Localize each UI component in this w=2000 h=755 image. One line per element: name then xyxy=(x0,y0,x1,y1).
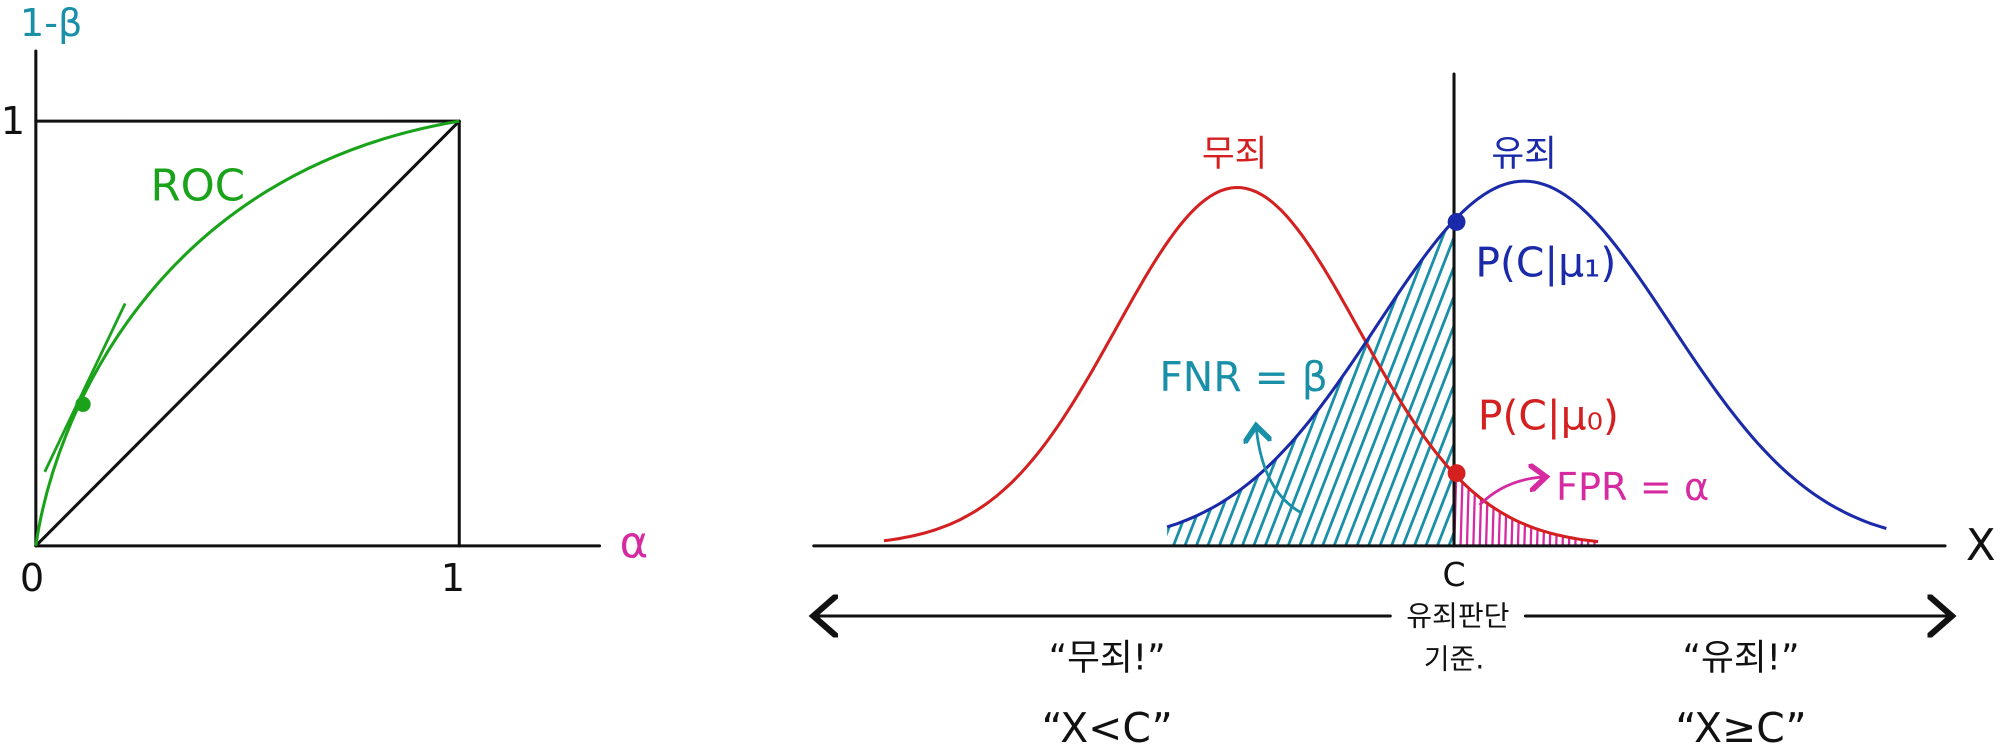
x-axis-label: X xyxy=(1966,521,1996,571)
hatch-line xyxy=(1318,221,1455,546)
roc-point xyxy=(75,396,91,412)
null-label: 무죄 xyxy=(1202,134,1268,175)
distribution-panel: 무죄 유죄 P(C|μ₁) P(C|μ₀) FNR = β FPR = α X … xyxy=(814,72,1996,752)
null-density-point xyxy=(1447,464,1466,483)
x-axis-label: α xyxy=(620,518,649,568)
fnr-label: FNR = β xyxy=(1159,353,1328,401)
null-density-label: P(C|μ₀) xyxy=(1478,391,1619,439)
decision-rule: “X<C” xyxy=(1041,704,1172,752)
y-axis-label: 1-β xyxy=(20,1,83,46)
origin-label: 0 xyxy=(20,556,44,601)
fpr-label: FPR = α xyxy=(1556,465,1709,510)
curve-label: ROC xyxy=(151,161,246,211)
decision-verdict: “무죄!” xyxy=(1049,637,1166,678)
hatch-line xyxy=(1376,221,1455,546)
hatch-line xyxy=(1422,221,1455,546)
y-tick-label: 1 xyxy=(1,99,25,144)
fnr-arrow xyxy=(1256,429,1302,514)
x-tick-label: 1 xyxy=(441,556,465,601)
cutoff-label: C xyxy=(1442,555,1465,594)
hatch-line xyxy=(1454,474,1466,546)
roc-panel: 1-β 1 0 1 α ROC xyxy=(1,1,649,601)
fpr-arrow xyxy=(1478,477,1544,507)
hatch-line xyxy=(1387,221,1455,546)
hatch-line xyxy=(1330,221,1455,546)
roc-curve xyxy=(34,119,460,547)
criterion-line: 유죄판단 xyxy=(1406,599,1509,632)
hatch-line xyxy=(1364,221,1455,546)
criterion-line: 기준. xyxy=(1424,643,1485,676)
hatch-line xyxy=(1353,221,1455,546)
hatch-line xyxy=(1459,474,1472,546)
tangent-line xyxy=(43,302,127,473)
decision-rule: “X≥C” xyxy=(1675,704,1806,752)
hatch-line xyxy=(1307,221,1451,546)
alt-label: 유죄 xyxy=(1491,134,1557,175)
hatch-line xyxy=(1410,221,1455,546)
null-distribution xyxy=(883,185,1599,544)
hatch-line xyxy=(1341,221,1455,546)
diagonal xyxy=(34,119,461,548)
hatch-line xyxy=(1465,474,1479,546)
hatch-line xyxy=(1399,221,1455,546)
decision-verdict: “유죄!” xyxy=(1682,637,1799,678)
alt-density-label: P(C|μ₁) xyxy=(1475,238,1616,286)
alt-distribution xyxy=(1166,179,1887,530)
alt-density-point xyxy=(1447,212,1466,231)
